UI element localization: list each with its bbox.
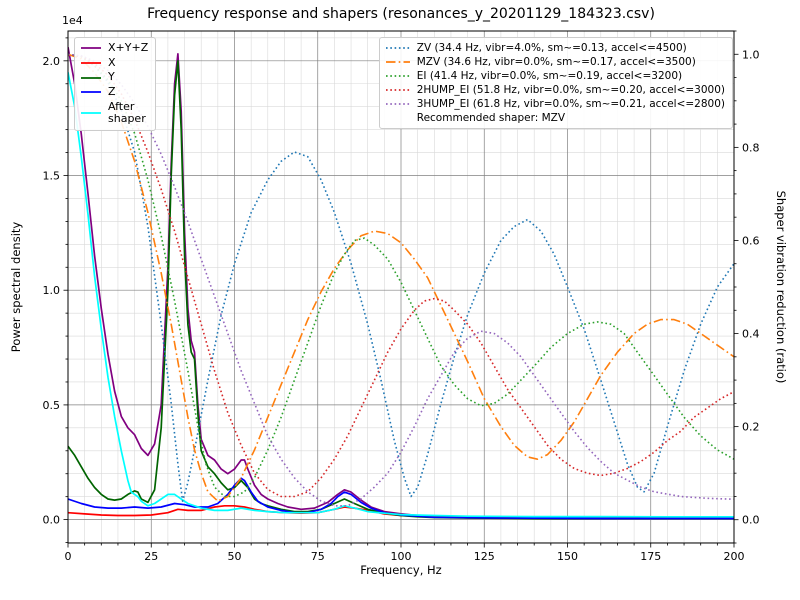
- legend-label: After shaper: [108, 99, 146, 126]
- legend-item: Y: [80, 70, 148, 85]
- legend-item: MZV (34.6 Hz, vibr=0.0%, sm~=0.17, accel…: [385, 55, 725, 69]
- legend-line-sample: [81, 112, 101, 115]
- legend-item: Recommended shaper: MZV: [385, 111, 725, 125]
- svg-text:0.8: 0.8: [742, 141, 760, 154]
- legend-label: X: [108, 55, 116, 69]
- series-y: [68, 59, 734, 520]
- svg-text:150: 150: [557, 550, 578, 563]
- legend-item: After shaper: [80, 100, 148, 127]
- legend-item: EI (41.4 Hz, vibr=0.0%, sm~=0.19, accel<…: [385, 69, 725, 83]
- legend-label: Recommended shaper: MZV: [416, 112, 566, 125]
- svg-text:25: 25: [144, 550, 158, 563]
- tick-labels: 0 25 50 75 100 125 150 175 200 0.0 0.5 1.0 1.5 2.0 0.0…: [43, 48, 760, 563]
- svg-text:1.0: 1.0: [742, 48, 760, 61]
- svg-text:0.2: 0.2: [742, 421, 760, 434]
- legend-item: X+Y+Z: [80, 41, 148, 56]
- legend-line-sample: [81, 76, 101, 79]
- series-x-y-z: [68, 46, 734, 520]
- series-2hump-ei: [68, 53, 734, 498]
- legend-line-sample: [385, 89, 410, 92]
- chart-title: Frequency response and shapers (resonanc…: [147, 6, 655, 22]
- svg-text:0.4: 0.4: [742, 328, 760, 341]
- svg-text:100: 100: [391, 550, 412, 563]
- psd-legend: X+Y+Z X Y Z After shaper: [74, 37, 157, 131]
- svg-text:0.0: 0.0: [43, 514, 61, 527]
- legend-item: X: [80, 56, 148, 71]
- legend-line-sample: [385, 112, 411, 124]
- legend-label: Z: [108, 84, 116, 98]
- x-axis-label: Frequency, Hz: [360, 563, 442, 577]
- svg-text:75: 75: [311, 550, 325, 563]
- legend-item: ZV (34.4 Hz, vibr=4.0%, sm~=0.13, accel<…: [385, 41, 725, 55]
- legend-item: 3HUMP_EI (61.8 Hz, vibr=0.0%, sm~=0.21, …: [385, 97, 725, 111]
- legend-line-sample: [385, 75, 410, 78]
- legend-label: MZV (34.6 Hz, vibr=0.0%, sm~=0.17, accel…: [416, 56, 696, 69]
- series-layer: [68, 46, 734, 520]
- svg-text:2.0: 2.0: [43, 55, 61, 68]
- legend-line-sample: [385, 103, 410, 106]
- svg-text:0.6: 0.6: [742, 234, 760, 247]
- legend-label: 2HUMP_EI (51.8 Hz, vibr=0.0%, sm~=0.20, …: [416, 84, 725, 97]
- legend-line-sample: [385, 47, 410, 49]
- svg-text:200: 200: [724, 550, 745, 563]
- legend-label: Y: [108, 70, 115, 84]
- tick-marks: [63, 30, 739, 548]
- svg-text:0: 0: [65, 550, 72, 563]
- svg-text:125: 125: [474, 550, 495, 563]
- legend-item: 2HUMP_EI (51.8 Hz, vibr=0.0%, sm~=0.20, …: [385, 83, 725, 97]
- svg-text:0.0: 0.0: [742, 514, 760, 527]
- legend-line-sample: [81, 62, 101, 64]
- svg-text:1.5: 1.5: [43, 170, 61, 183]
- legend-label: 3HUMP_EI (61.8 Hz, vibr=0.0%, sm~=0.21, …: [416, 98, 725, 111]
- legend-line-sample: [385, 61, 410, 63]
- svg-text:175: 175: [640, 550, 661, 563]
- legend-line-sample: [81, 47, 101, 50]
- series-mzv: [68, 53, 734, 502]
- y-axis-scale-offset: 1e4: [62, 14, 83, 27]
- right-y-axis-label: Shaper vibration reduction (ratio): [774, 190, 788, 384]
- series-after-shaper: [68, 72, 734, 518]
- legend-label: EI (41.4 Hz, vibr=0.0%, sm~=0.19, accel<…: [416, 70, 683, 83]
- svg-text:50: 50: [228, 550, 242, 563]
- svg-text:1.0: 1.0: [43, 284, 61, 297]
- legend-item: Z: [80, 85, 148, 100]
- legend-label: X+Y+Z: [108, 41, 149, 54]
- legend-line-sample: [81, 91, 101, 94]
- legend-label: ZV (34.4 Hz, vibr=4.0%, sm~=0.13, accel<…: [416, 42, 687, 54]
- left-y-axis-label: Power spectral density: [9, 221, 23, 353]
- shaper-legend: ZV (34.4 Hz, vibr=4.0%, sm~=0.13, accel<…: [378, 37, 733, 130]
- svg-text:0.5: 0.5: [43, 399, 61, 412]
